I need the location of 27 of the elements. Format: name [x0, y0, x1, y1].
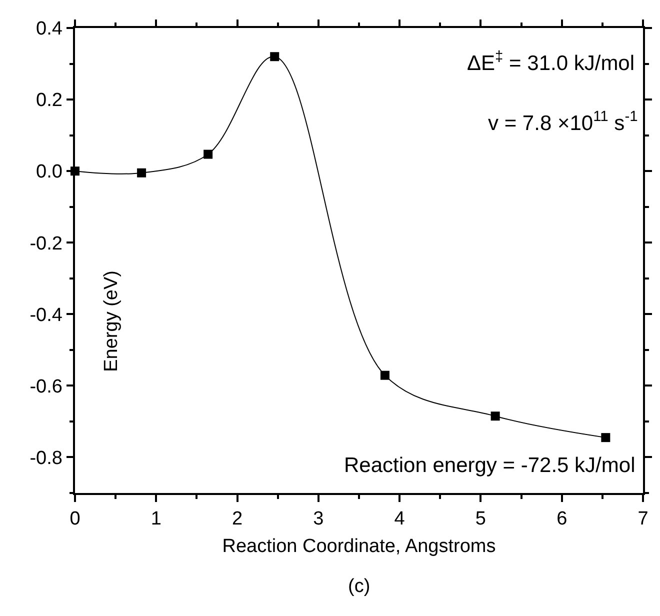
x-tick-label: 1 — [150, 508, 162, 530]
annotation: v = 7.8 ×10$^{11}$ s$^{-1}$ — [488, 109, 638, 135]
x-axis-title: Reaction Coordinate, Angstroms — [222, 536, 496, 557]
point — [204, 150, 213, 159]
annotation: Reaction energy = -72.5 kJ/mol — [344, 454, 636, 477]
annotation: ΔE$^{‡}$ = 31.0 kJ/mol — [467, 49, 635, 75]
y-axis-title: Energy (eV) — [100, 270, 122, 372]
y-tick-label: -0.4 — [30, 304, 63, 326]
x-tick-label: 2 — [232, 508, 243, 530]
y-tick-label: -0.2 — [30, 233, 62, 254]
x-tick-label: 0 — [70, 508, 80, 530]
point — [601, 433, 610, 442]
point — [380, 370, 390, 380]
x-tick-label: 3 — [313, 508, 324, 530]
y-tick-label: 0.0 — [36, 162, 62, 183]
y-tick-label: -0.8 — [30, 448, 62, 469]
point — [270, 52, 280, 62]
y-tick-label: 0.4 — [36, 18, 63, 40]
text: (c) — [348, 576, 370, 597]
x-tick-label: 7 — [638, 508, 648, 530]
x-tick-label: 5 — [475, 508, 486, 530]
point — [490, 412, 500, 421]
point — [137, 168, 146, 178]
y-tick-label: -0.6 — [30, 376, 62, 398]
x-tick-label: 6 — [556, 508, 568, 530]
x-tick-label: 4 — [394, 508, 406, 530]
y-tick-label: 0.2 — [36, 90, 62, 112]
